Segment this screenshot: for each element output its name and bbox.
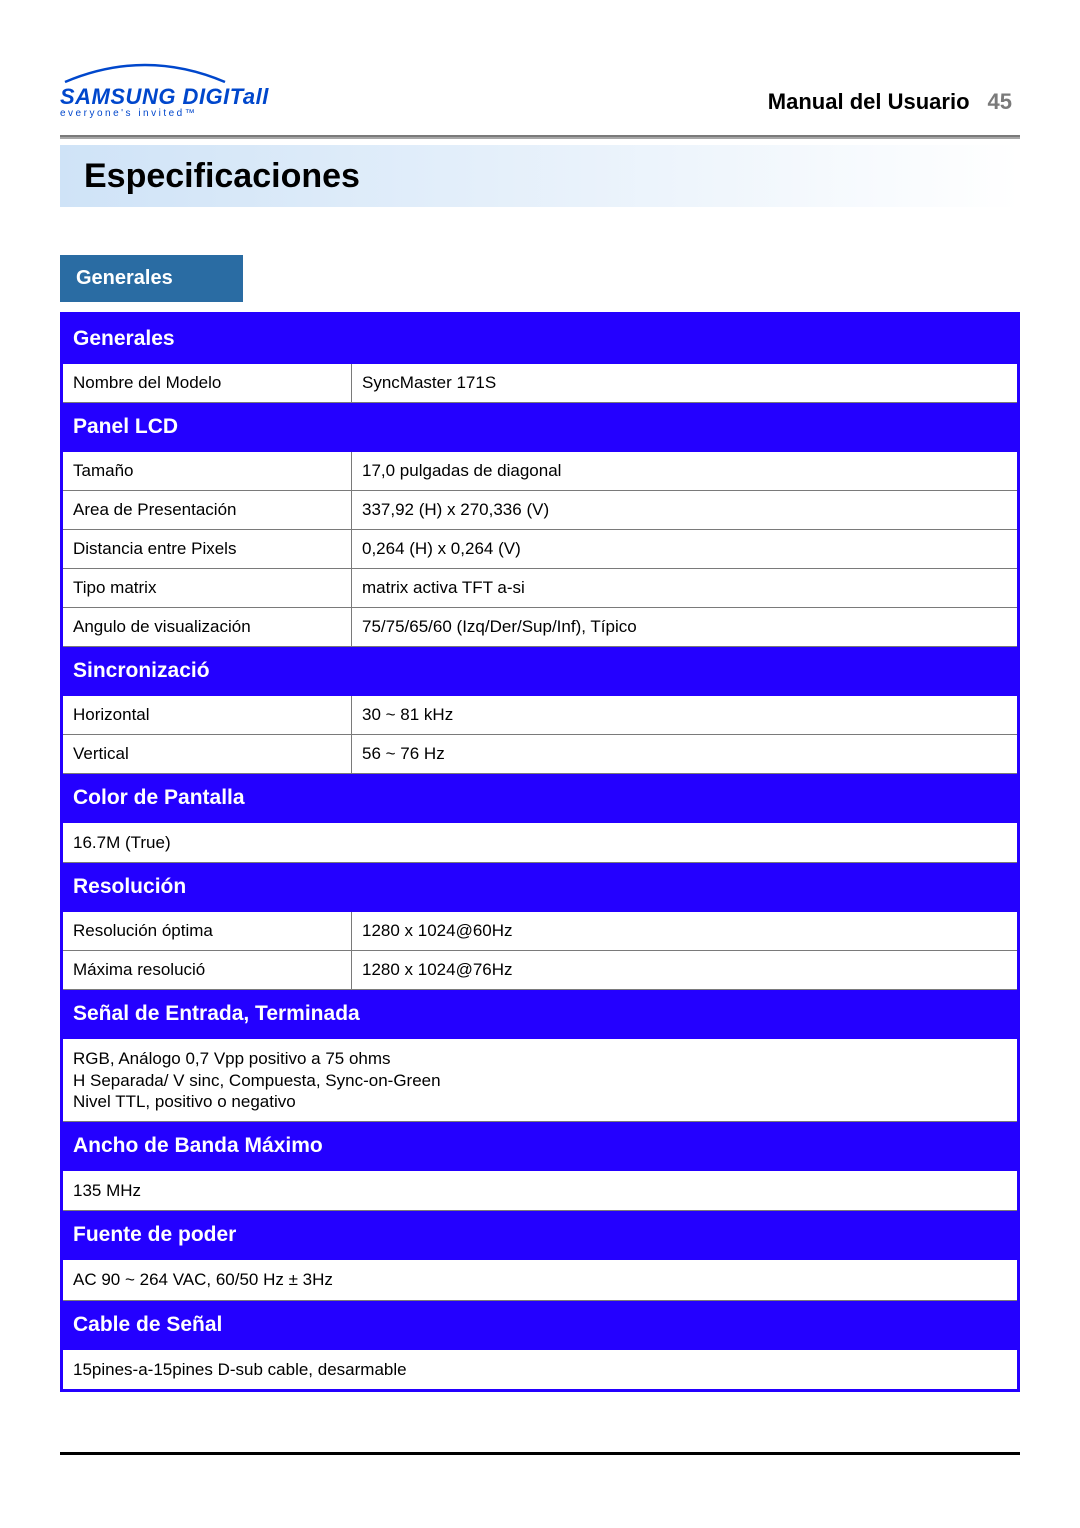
spec-value: 75/75/65/60 (Izq/Der/Sup/Inf), Típico: [352, 608, 1019, 647]
group-header: Sincronizació: [62, 647, 1019, 696]
top-rule: [60, 135, 1020, 139]
spec-value-full: 16.7M (True): [62, 823, 1019, 863]
spec-value: 17,0 pulgadas de diagonal: [352, 452, 1019, 491]
spec-label: Tipo matrix: [62, 569, 352, 608]
spec-label: Area de Presentación: [62, 491, 352, 530]
spec-value-full: RGB, Análogo 0,7 Vpp positivo a 75 ohmsH…: [62, 1039, 1019, 1122]
spec-label: Tamaño: [62, 452, 352, 491]
spec-value: 1280 x 1024@76Hz: [352, 951, 1019, 990]
spec-value: matrix activa TFT a-si: [352, 569, 1019, 608]
spec-label: Vertical: [62, 735, 352, 774]
spec-value: 337,92 (H) x 270,336 (V): [352, 491, 1019, 530]
logo-main-text: SAMSUNG DIGITall: [60, 84, 269, 110]
spec-label: Horizontal: [62, 696, 352, 735]
spec-label: Nombre del Modelo: [62, 364, 352, 403]
logo-swoosh-icon: [60, 60, 230, 84]
spec-value: 30 ~ 81 kHz: [352, 696, 1019, 735]
document-title: Manual del Usuario: [768, 89, 970, 115]
spec-label: Distancia entre Pixels: [62, 530, 352, 569]
group-header: Ancho de Banda Máximo: [62, 1122, 1019, 1171]
group-header: Señal de Entrada, Terminada: [62, 990, 1019, 1039]
page-title: Especificaciones: [84, 157, 360, 196]
page: SAMSUNG DIGITall everyone's invited™ Man…: [60, 60, 1020, 1455]
bottom-rule: [60, 1452, 1020, 1455]
spec-value: 56 ~ 76 Hz: [352, 735, 1019, 774]
spec-label: Resolución óptima: [62, 912, 352, 951]
spec-value: 1280 x 1024@60Hz: [352, 912, 1019, 951]
spec-value: 0,264 (H) x 0,264 (V): [352, 530, 1019, 569]
group-header: Color de Pantalla: [62, 774, 1019, 823]
top-bar: SAMSUNG DIGITall everyone's invited™ Man…: [60, 60, 1020, 135]
group-header: Fuente de poder: [62, 1211, 1019, 1260]
page-title-bar: Especificaciones: [60, 145, 1020, 207]
group-header: Generales: [62, 314, 1019, 364]
group-header: Resolución: [62, 863, 1019, 912]
spec-value: SyncMaster 171S: [352, 364, 1019, 403]
group-header: Panel LCD: [62, 403, 1019, 452]
spec-value-full: 15pines-a-15pines D-sub cable, desarmabl…: [62, 1349, 1019, 1390]
page-number: 45: [988, 89, 1012, 115]
spec-label: Angulo de visualización: [62, 608, 352, 647]
spec-value-full: 135 MHz: [62, 1171, 1019, 1211]
document-title-line: Manual del Usuario 45: [768, 89, 1020, 119]
spec-value-full: AC 90 ~ 264 VAC, 60/50 Hz ± 3Hz: [62, 1260, 1019, 1300]
group-header: Cable de Señal: [62, 1300, 1019, 1349]
section-tab: Generales: [60, 255, 243, 302]
spec-label: Máxima resolució: [62, 951, 352, 990]
brand-logo: SAMSUNG DIGITall everyone's invited™: [60, 60, 269, 119]
spec-table: GeneralesNombre del ModeloSyncMaster 171…: [60, 312, 1020, 1392]
